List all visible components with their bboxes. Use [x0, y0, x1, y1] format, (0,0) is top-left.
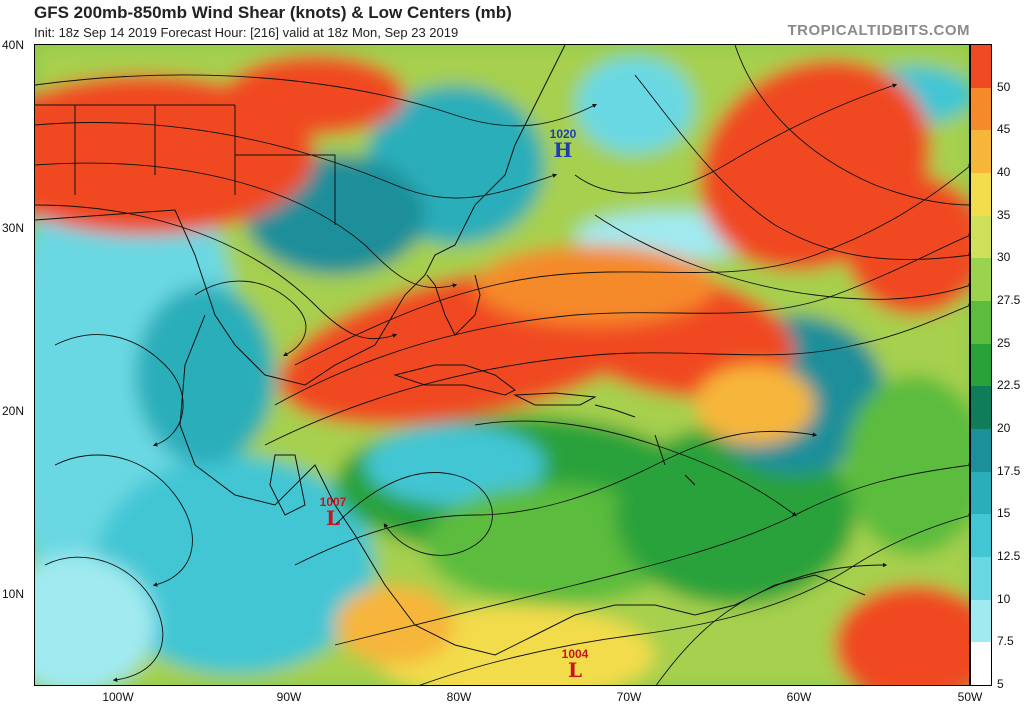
colorbar-label: 22.5: [997, 378, 1021, 393]
colorbar-label: 30: [997, 250, 1011, 265]
colorbar-label: 27.5: [997, 293, 1021, 307]
colorbar-label: 40: [997, 165, 1011, 179]
low-pressure-center-1: 1007 L: [319, 495, 347, 530]
colorbar-segment: [971, 45, 991, 89]
colorbar-segment: [971, 130, 991, 174]
colorbar-label: 45: [997, 122, 1011, 137]
colorbar-label: 17.5: [997, 463, 1021, 478]
chart-title: GFS 200mb-850mb Wind Shear (knots) & Low…: [34, 3, 512, 22]
colorbar-label: 12.5: [997, 549, 1021, 563]
colorbar-segment: [971, 386, 991, 430]
colorbar-segment: [971, 599, 991, 643]
colorbar-segment: [971, 429, 991, 473]
colorbar-label: 20: [997, 421, 1011, 435]
streamlines: [35, 45, 969, 685]
colorbar-label: 35: [997, 207, 1011, 222]
map-canvas: [35, 45, 969, 685]
colorbar-segment: [971, 215, 991, 259]
colorbar-segment: [971, 471, 991, 515]
shear-field: [35, 45, 969, 685]
chart-subtitle: Init: 18z Sep 14 2019 Forecast Hour: [21…: [34, 25, 459, 40]
lon-label-90w: 90W: [276, 690, 302, 704]
colorbar-label: 10: [997, 591, 1011, 606]
brand-watermark[interactable]: TROPICALTIDBITS.COM: [787, 22, 970, 39]
colorbar-label: 7.5: [997, 634, 1014, 649]
low-pressure-value-1: 1007: [319, 495, 347, 509]
colorbar-segment: [971, 173, 991, 217]
colorbar-segment: [971, 258, 991, 302]
colorbar-segment: [971, 514, 991, 558]
colorbar-segment: [971, 557, 991, 601]
lat-label-20n: 20N: [2, 404, 25, 418]
low-pressure-value-2: 1004: [561, 647, 589, 661]
colorbar-segment: [971, 343, 991, 387]
low-pressure-letter-2: L: [567, 658, 583, 682]
lon-label-70w: 70W: [616, 690, 642, 704]
lon-label-80w: 80W: [446, 690, 472, 704]
lat-label-30n: 30N: [2, 221, 25, 235]
colorbar-label: 5: [997, 677, 1004, 691]
colorbar-segment: [971, 87, 991, 131]
colorbar-label: 15: [997, 506, 1011, 521]
low-pressure-center-2: 1004 L: [561, 647, 589, 682]
lon-label-50w: 50W: [957, 690, 983, 704]
lat-label-40n: 40N: [2, 38, 25, 52]
colorbar-segment: [971, 301, 991, 345]
colorbar-label: 50: [997, 79, 1011, 94]
wind-shear-map: [34, 44, 970, 686]
colorbar-label: 25: [997, 335, 1011, 350]
lat-label-10n: 10N: [2, 587, 25, 601]
high-pressure-center: 1020 H: [549, 127, 577, 162]
shear-colorbar: [970, 44, 992, 686]
low-pressure-letter-1: L: [325, 506, 341, 530]
lon-label-100w: 100W: [102, 690, 134, 704]
lon-label-60w: 60W: [786, 690, 812, 704]
high-pressure-value: 1020: [549, 127, 577, 141]
colorbar-segment: [971, 642, 991, 686]
high-pressure-letter: H: [553, 138, 573, 162]
